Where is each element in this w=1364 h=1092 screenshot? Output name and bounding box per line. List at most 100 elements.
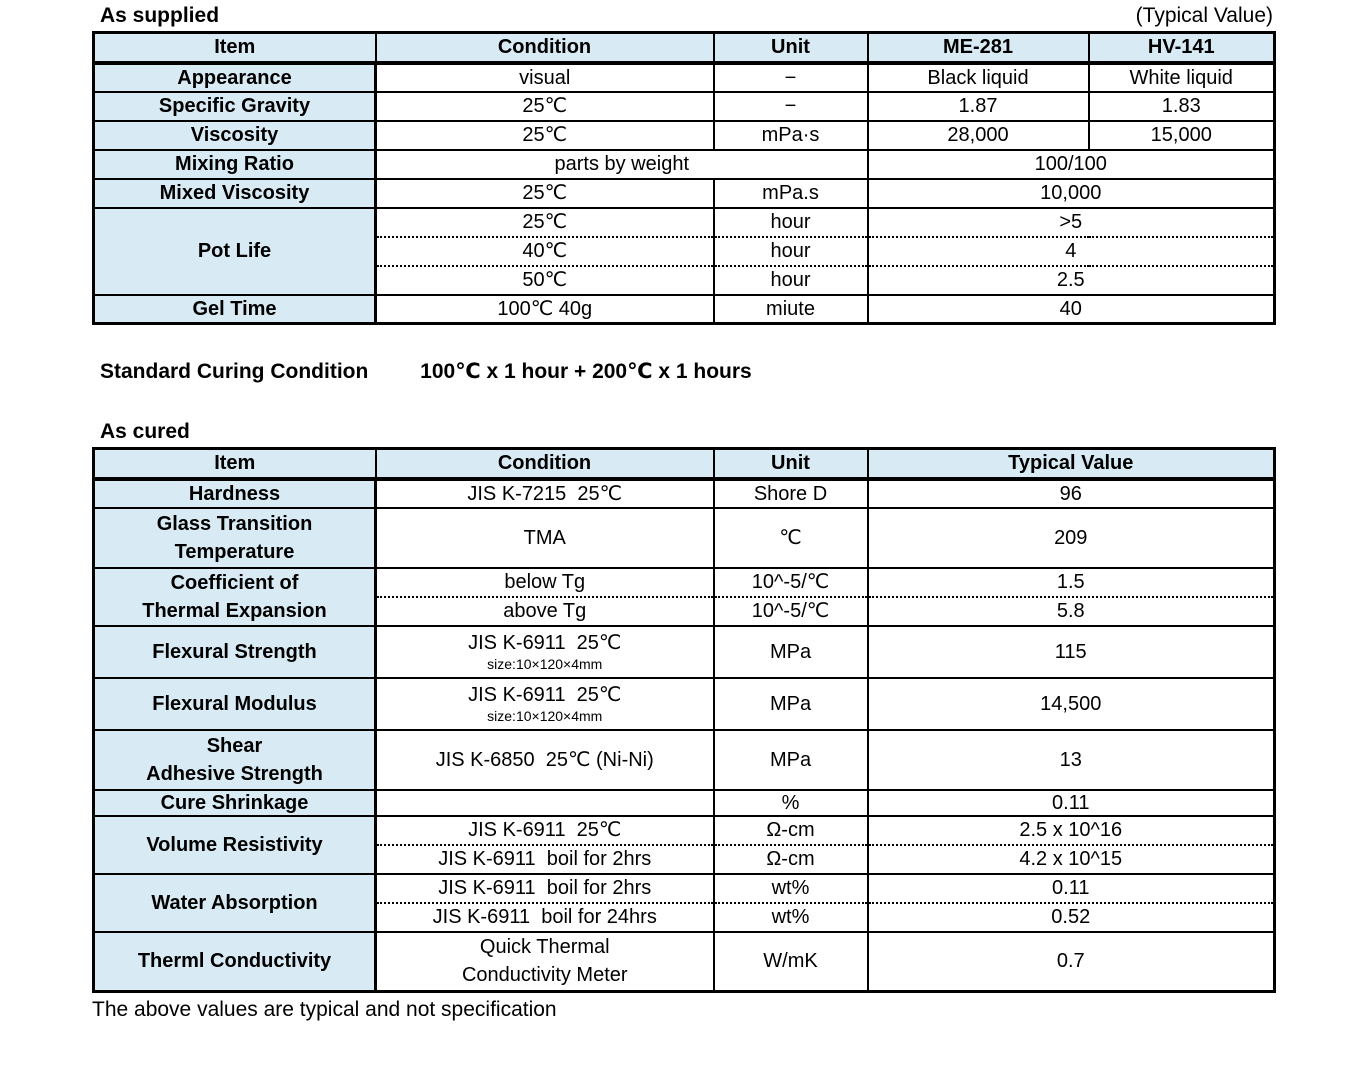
cell-mixing-ratio-condition: parts by weight: [374, 148, 869, 180]
table-row-thermal-conductivity: Therml Conductivity Quick Thermal Conduc…: [92, 930, 1276, 993]
datasheet-content: As supplied (Typical Value) Item Conditi…: [92, 0, 1276, 1023]
table-row-flexural-modulus: Flexural Modulus JIS K-6911 25℃ size:10×…: [92, 676, 1276, 731]
cell-thermal-conductivity-unit: W/mK: [712, 930, 869, 993]
header-item: Item: [92, 31, 377, 65]
cell-appearance-me: Black liquid: [866, 61, 1090, 93]
cell-flexural-modulus-unit: MPa: [712, 676, 869, 731]
table-row-specific-gravity: Specific Gravity 25℃ − 1.87 1.83: [92, 90, 1276, 122]
cell-glass-transition-value: 209: [866, 506, 1276, 569]
cell-pot-life-50-condition: 50℃: [374, 264, 715, 296]
cell-water-absorption-2-condition: JIS K-6911 boil for 24hrs: [374, 901, 715, 933]
cell-pot-life-25-condition: 25℃: [374, 206, 715, 238]
table-row-shear-adhesive: Shear Adhesive Strength JIS K-6850 25℃ (…: [92, 728, 1276, 791]
cell-water-absorption-item: Water Absorption: [92, 872, 377, 933]
cell-viscosity-item: Viscosity: [92, 119, 377, 151]
table-row-volume-resistivity-2: JIS K-6911 boil for 2hrs Ω-cm 4.2 x 10^1…: [94, 843, 1276, 875]
table-row-mixed-viscosity: Mixed Viscosity 25℃ mPa.s 10,000: [92, 177, 1276, 209]
header-condition: Condition: [374, 447, 715, 481]
cell-appearance-condition: visual: [374, 61, 715, 93]
cell-shear-adhesive-condition: JIS K-6850 25℃ (Ni-Ni): [374, 728, 715, 791]
cell-appearance-item: Appearance: [92, 61, 377, 93]
as-cured-title: As cured: [100, 420, 190, 443]
cell-hardness-unit: Shore D: [712, 477, 869, 509]
cell-shear-adhesive-item: Shear Adhesive Strength: [92, 728, 377, 791]
cell-cte-below-value: 1.5: [866, 566, 1276, 598]
cell-cte-below-unit: 10^-5/℃: [712, 566, 869, 598]
cell-pot-life-item: Pot Life: [92, 206, 377, 296]
cell-cte-below-condition: below Tg: [374, 566, 715, 598]
table-row-viscosity: Viscosity 25℃ mPa·s 28,000 15,000: [92, 119, 1276, 151]
curing-condition-label: Standard Curing Condition: [100, 360, 369, 383]
table-row-pot-life-25: Pot Life 25℃ hour >5: [92, 206, 1276, 296]
as-supplied-table: Item Condition Unit ME-281 HV-141 Appear…: [92, 31, 1276, 325]
cell-pot-life-40-unit: hour: [712, 235, 869, 267]
as-supplied-title: As supplied: [100, 4, 220, 27]
cell-flexural-strength-value: 115: [866, 624, 1276, 679]
header-condition: Condition: [374, 31, 715, 65]
cell-mixed-viscosity-unit: mPa.s: [712, 177, 869, 209]
curing-condition-value: 100℃ x 1 hour + 200℃ x 1 hours: [420, 360, 752, 383]
cell-specific-gravity-hv: 1.83: [1087, 90, 1276, 122]
cell-volume-resistivity-1-unit: Ω-cm: [712, 814, 869, 846]
table-row-pot-life-40: 40℃ hour 4: [94, 235, 1276, 267]
cell-cure-shrinkage-value: 0.11: [866, 788, 1276, 817]
cell-water-absorption-1-condition: JIS K-6911 boil for 2hrs: [374, 872, 715, 904]
cell-water-absorption-1-unit: wt%: [712, 872, 869, 904]
table-header-row: Item Condition Unit Typical Value: [92, 447, 1276, 481]
typical-value-note: (Typical Value): [1135, 4, 1273, 27]
cell-flexural-modulus-condition: JIS K-6911 25℃ size:10×120×4mm: [374, 676, 715, 731]
cell-pot-life-40-condition: 40℃: [374, 235, 715, 267]
cell-hardness-item: Hardness: [92, 477, 377, 509]
cell-cure-shrinkage-item: Cure Shrinkage: [92, 788, 377, 817]
cell-specific-gravity-condition: 25℃: [374, 90, 715, 122]
cell-pot-life-50-unit: hour: [712, 264, 869, 296]
cell-cure-shrinkage-condition: [374, 788, 715, 817]
table-row-glass-transition: Glass Transition Temperature TMA ℃ 209: [92, 506, 1276, 569]
cell-flexural-modulus-item: Flexural Modulus: [92, 676, 377, 731]
cell-cure-shrinkage-unit: %: [712, 788, 869, 817]
table-row-gel-time: Gel Time 100℃ 40g miute 40: [92, 293, 1276, 325]
table-row-flexural-strength: Flexural Strength JIS K-6911 25℃ size:10…: [92, 624, 1276, 679]
cell-gel-time-value: 40: [866, 293, 1276, 325]
cell-gel-time-unit: miute: [712, 293, 869, 325]
cell-thermal-conductivity-item: Therml Conductivity: [92, 930, 377, 993]
cell-viscosity-hv: 15,000: [1087, 119, 1276, 151]
cell-hardness-condition: JIS K-7215 25℃: [374, 477, 715, 509]
cell-mixed-viscosity-condition: 25℃: [374, 177, 715, 209]
cell-gel-time-condition: 100℃ 40g: [374, 293, 715, 325]
cell-gel-time-item: Gel Time: [92, 293, 377, 325]
cell-thermal-conductivity-condition: Quick Thermal Conductivity Meter: [374, 930, 715, 993]
cell-water-absorption-1-value: 0.11: [866, 872, 1276, 904]
cell-viscosity-unit: mPa·s: [712, 119, 869, 151]
cell-viscosity-condition: 25℃: [374, 119, 715, 151]
table-row-cure-shrinkage: Cure Shrinkage % 0.11: [92, 788, 1276, 817]
table-row-water-absorption-1: Water Absorption JIS K-6911 boil for 2hr…: [92, 872, 1276, 933]
cell-cte-item: Coefficient of Thermal Expansion: [92, 566, 377, 627]
cell-pot-life-50-value: 2.5: [866, 264, 1276, 296]
cell-cte-above-condition: above Tg: [374, 595, 715, 627]
cell-thermal-conductivity-value: 0.7: [866, 930, 1276, 993]
cell-volume-resistivity-item: Volume Resistivity: [92, 814, 377, 875]
table-row-water-absorption-2: JIS K-6911 boil for 24hrs wt% 0.52: [94, 901, 1276, 933]
cell-volume-resistivity-2-condition: JIS K-6911 boil for 2hrs: [374, 843, 715, 875]
header-me-281: ME-281: [866, 31, 1090, 65]
header-item: Item: [92, 447, 377, 481]
table-header-row: Item Condition Unit ME-281 HV-141: [92, 31, 1276, 65]
cell-mixed-viscosity-value: 10,000: [866, 177, 1276, 209]
cell-water-absorption-2-unit: wt%: [712, 901, 869, 933]
table-row-pot-life-50: 50℃ hour 2.5: [94, 264, 1276, 296]
cell-flexural-strength-unit: MPa: [712, 624, 869, 679]
cell-water-absorption-2-value: 0.52: [866, 901, 1276, 933]
table-row-hardness: Hardness JIS K-7215 25℃ Shore D 96: [92, 477, 1276, 509]
table-row-appearance: Appearance visual − Black liquid White l…: [92, 61, 1276, 93]
cell-appearance-unit: −: [712, 61, 869, 93]
cell-appearance-hv: White liquid: [1087, 61, 1276, 93]
as-cured-table: Item Condition Unit Typical Value Hardne…: [92, 447, 1276, 993]
cell-cte-above-unit: 10^-5/℃: [712, 595, 869, 627]
cell-volume-resistivity-2-unit: Ω-cm: [712, 843, 869, 875]
cell-volume-resistivity-2-value: 4.2 x 10^15: [866, 843, 1276, 875]
header-unit: Unit: [712, 31, 869, 65]
cell-pot-life-25-value: >5: [866, 206, 1276, 238]
cell-hardness-value: 96: [866, 477, 1276, 509]
